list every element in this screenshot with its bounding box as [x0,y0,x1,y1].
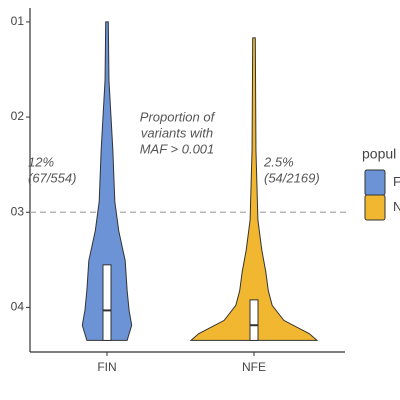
annotation: MAF > 0.001 [140,141,215,156]
box [249,299,259,341]
annotation: (67/554) [28,170,76,185]
legend-label: F [393,174,400,189]
legend-title: popul [362,146,396,162]
legend-key [364,194,386,221]
annotation: 12% [28,154,54,169]
y-tick-label: 02 [11,109,25,123]
y-tick-label: 01 [11,14,25,28]
box [102,264,112,341]
x-tick-label: NFE [242,360,266,374]
annotation: Proportion of [140,109,216,124]
annotation: variants with [141,125,213,140]
annotation: (54/2169) [264,170,320,185]
y-tick-label: 03 [11,204,25,218]
x-tick-label: FIN [97,360,116,374]
y-tick-label: 04 [11,300,25,314]
legend-label: N [393,199,400,214]
annotation: 2.5% [263,154,294,169]
legend-key [364,169,386,196]
